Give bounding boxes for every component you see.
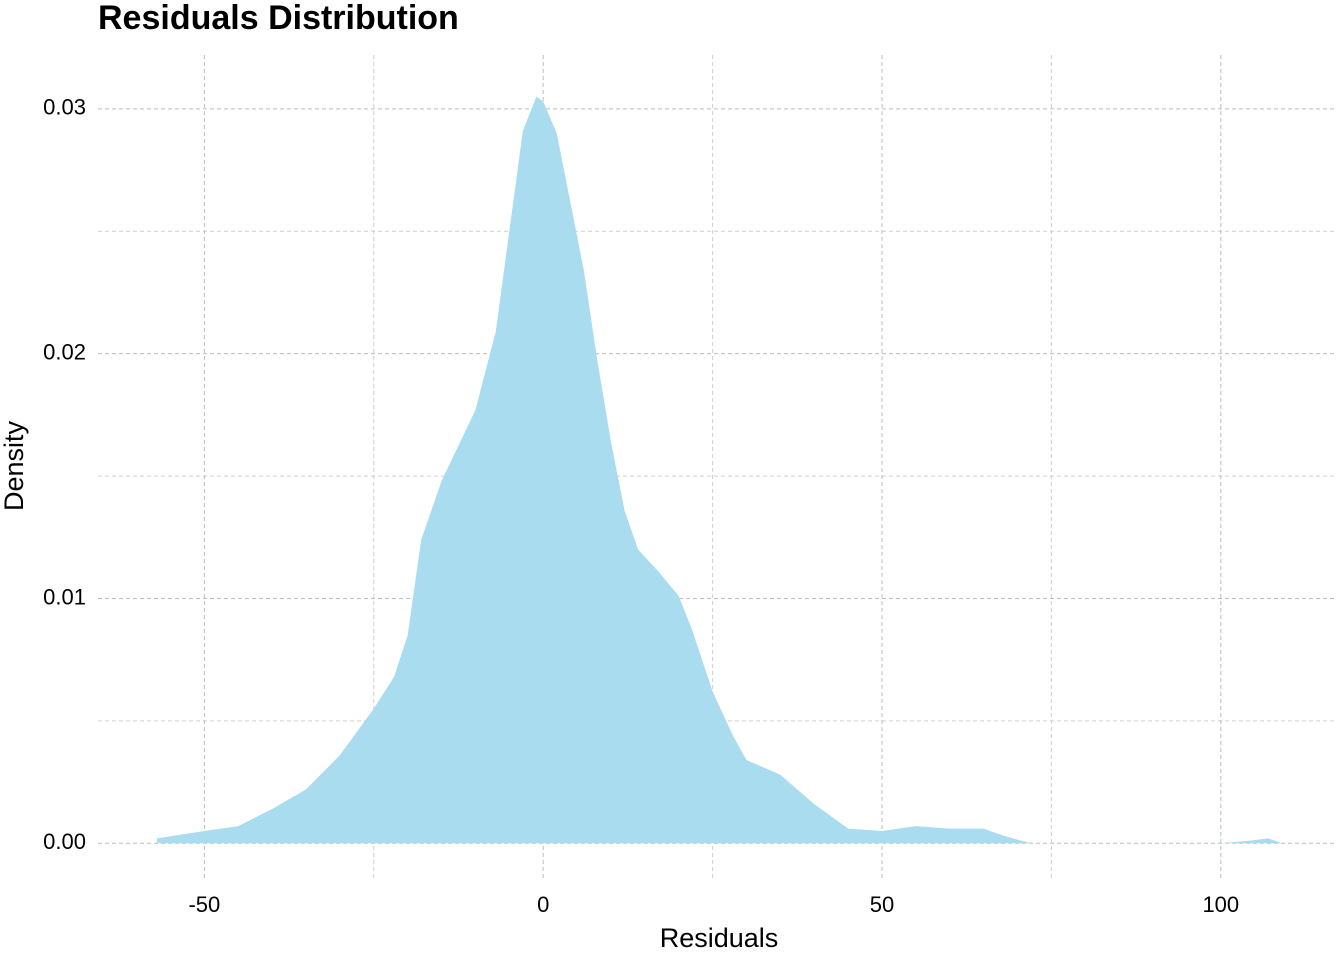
- x-axis-title: Residuals: [660, 923, 779, 953]
- chart-title: Residuals Distribution: [98, 0, 459, 37]
- y-tick-label: 0.00: [43, 829, 86, 854]
- x-tick-label: 50: [870, 892, 894, 917]
- y-axis-title: Density: [0, 420, 29, 511]
- x-tick-label: -50: [188, 892, 220, 917]
- x-tick-label: 0: [537, 892, 549, 917]
- y-tick-label: 0.01: [43, 584, 86, 609]
- y-tick-label: 0.03: [43, 95, 86, 120]
- density-area: [156, 96, 1282, 844]
- x-tick-label: 100: [1202, 892, 1239, 917]
- y-tick-label: 0.02: [43, 339, 86, 364]
